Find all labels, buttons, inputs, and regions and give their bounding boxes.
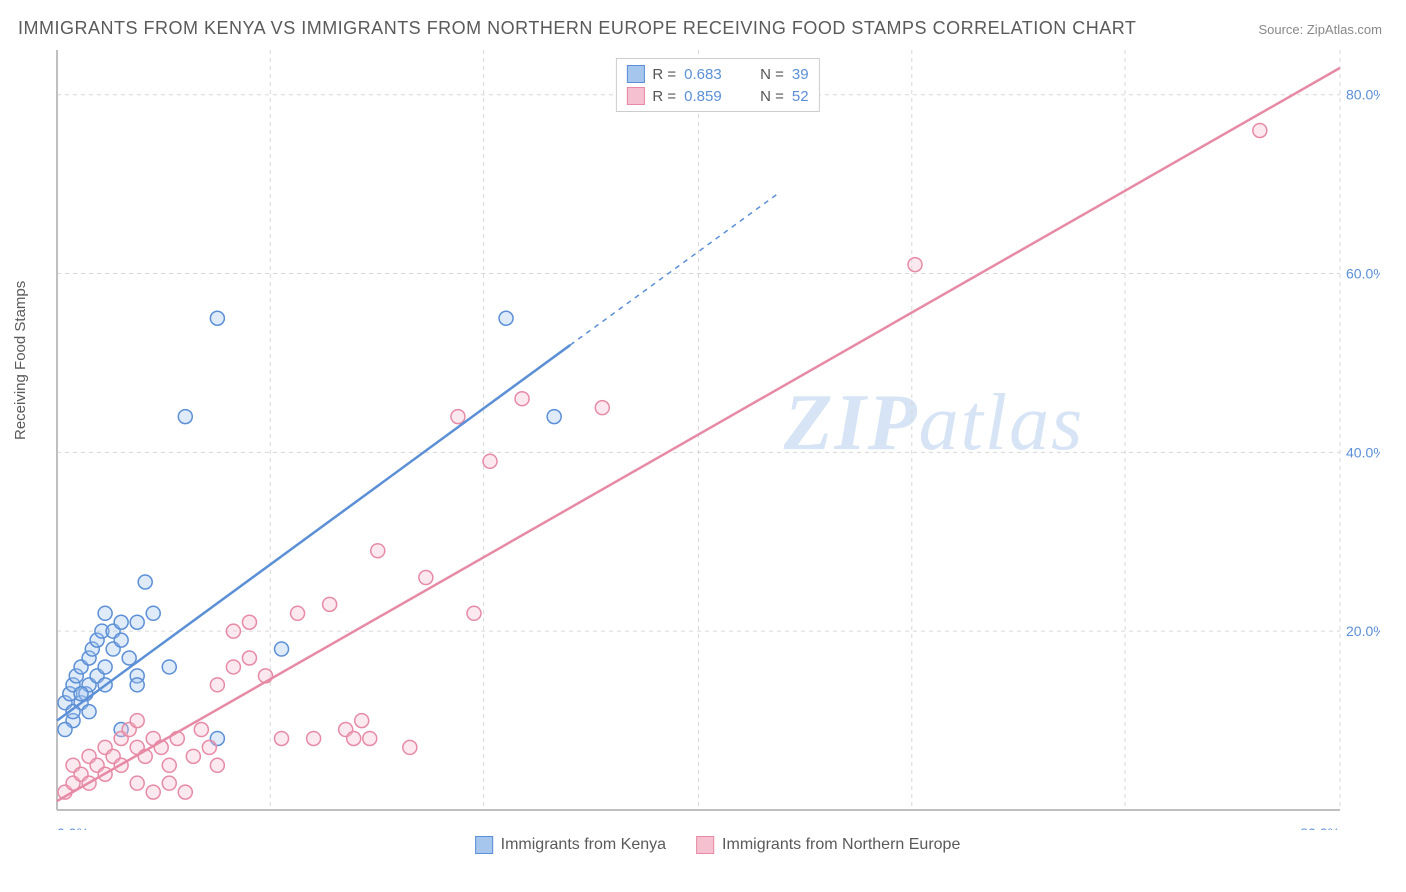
n-value-neurope: 52: [792, 88, 809, 105]
correlation-legend: R = 0.683 N = 39 R = 0.859 N = 52: [615, 58, 819, 112]
y-axis-label: Receiving Food Stamps: [12, 281, 29, 440]
source-label: Source:: [1258, 22, 1306, 37]
legend-item: Immigrants from Kenya: [475, 836, 666, 854]
chart-title: IMMIGRANTS FROM KENYA VS IMMIGRANTS FROM…: [18, 18, 1136, 39]
chart-area: ZIPatlas R = 0.683 N = 39 R = 0.859 N = …: [55, 50, 1380, 830]
svg-text:0.0%: 0.0%: [57, 825, 89, 830]
n-value-kenya: 39: [792, 66, 809, 83]
legend-swatch-icon: [696, 836, 714, 854]
svg-text:60.0%: 60.0%: [1346, 266, 1380, 282]
legend-row-neurope: R = 0.859 N = 52: [626, 85, 808, 107]
source-value: ZipAtlas.com: [1307, 22, 1382, 37]
series-legend: Immigrants from Kenya Immigrants from Nor…: [475, 836, 961, 854]
svg-text:40.0%: 40.0%: [1346, 444, 1380, 460]
r-label: R =: [652, 66, 676, 83]
r-value-kenya: 0.683: [684, 66, 742, 83]
n-label: N =: [760, 88, 784, 105]
source-attribution: Source: ZipAtlas.com: [1258, 22, 1382, 37]
legend-swatch-icon: [475, 836, 493, 854]
svg-text:80.0%: 80.0%: [1346, 87, 1380, 103]
r-value-neurope: 0.859: [684, 88, 742, 105]
svg-text:80.0%: 80.0%: [1300, 825, 1340, 830]
legend-label: Immigrants from Kenya: [501, 836, 666, 854]
legend-swatch-neurope: [626, 87, 644, 105]
n-label: N =: [760, 66, 784, 83]
legend-label: Immigrants from Northern Europe: [722, 836, 960, 854]
legend-item: Immigrants from Northern Europe: [696, 836, 960, 854]
r-label: R =: [652, 88, 676, 105]
legend-swatch-kenya: [626, 65, 644, 83]
legend-row-kenya: R = 0.683 N = 39: [626, 63, 808, 85]
svg-text:20.0%: 20.0%: [1346, 623, 1380, 639]
scatter-plot-svg: 20.0% 40.0% 60.0% 80.0% 0.0% 80.0%: [55, 50, 1380, 830]
